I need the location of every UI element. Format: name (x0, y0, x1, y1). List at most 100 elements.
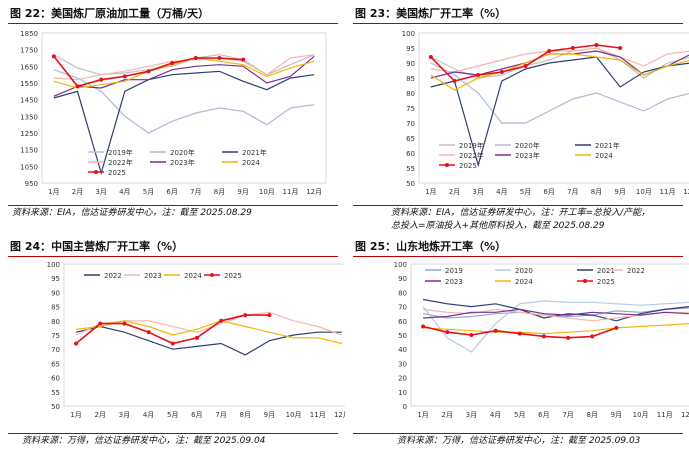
legend-item: 2019 (425, 267, 463, 275)
y-tick-label: 55 (51, 389, 60, 397)
x-tick-label: 3月 (466, 411, 477, 419)
data-point (146, 330, 151, 335)
source-rule (8, 433, 338, 434)
series-line (53, 54, 315, 76)
series-2020年 (53, 69, 315, 134)
series-2025 (51, 54, 246, 89)
data-point (75, 84, 80, 89)
x-tick-label: 11月 (657, 411, 673, 419)
chart-panel-24: 图 24：中国主营炼厂开工率（%） 50 55 60 65 70 75 80 85 90 95 10… (0, 232, 345, 453)
legend-label: 2021年 (595, 141, 620, 150)
y-tick-label: 100 (394, 261, 407, 269)
legend-item: 2023年 (495, 151, 540, 160)
y-tick-label: 70 (398, 304, 407, 312)
legend-item: 2019年 (88, 148, 133, 157)
x-tick-label: 10月 (259, 188, 275, 196)
series-2025 (421, 324, 619, 340)
x-tick-label: 2月 (449, 188, 460, 196)
data-point (193, 56, 198, 60)
x-tick-label: 6月 (543, 188, 554, 196)
x-tick-label: 9月 (237, 188, 248, 196)
data-point (618, 46, 623, 50)
series-line (430, 62, 689, 124)
legend-item: 2022 (607, 267, 645, 275)
y-tick-label: 950 (25, 180, 38, 188)
y-tick-label: 70 (51, 346, 60, 354)
x-tick-label: 8月 (591, 188, 602, 196)
chart-source: 资料来源：万得，信达证券研发中心，注：截至 2025.09.04 (22, 436, 266, 446)
data-point (499, 70, 504, 74)
legend-item: 2023 (425, 278, 463, 286)
x-tick-label: 11月 (660, 188, 676, 196)
legend-item: 2022年 (88, 158, 133, 167)
data-point (421, 324, 426, 329)
data-point (594, 43, 599, 47)
plot-frame (410, 263, 689, 407)
legend-item: 2022年 (439, 151, 484, 160)
legend-item: 2024 (222, 159, 260, 167)
legend-label: 2019年 (459, 141, 484, 150)
series-2023年 (53, 55, 315, 97)
x-tick-label: 4月 (143, 411, 154, 419)
source-rule (353, 433, 683, 434)
y-tick-label: 85 (51, 304, 60, 312)
series-2021年 (53, 70, 315, 176)
x-tick-label: 12月 (681, 411, 689, 419)
title-rule (8, 23, 338, 24)
data-point (99, 77, 104, 82)
series-2025 (74, 313, 272, 346)
x-tick-label: 6月 (166, 188, 177, 196)
series-2022 (75, 325, 342, 356)
legend-label: 2022 (627, 267, 645, 275)
chart-source: 资料来源：EIA，信达证券研发中心，注：截至 2025.08.29 (12, 208, 252, 218)
x-tick-label: 3月 (95, 188, 106, 196)
legend-label: 2020 (515, 267, 533, 275)
y-tick-label: 60 (51, 375, 60, 383)
y-tick-label: 100 (402, 30, 415, 38)
legend-label: 2021 (597, 267, 615, 275)
legend-label: 2020年 (170, 148, 195, 157)
y-tick-label: 30 (398, 360, 407, 368)
legend-item: 2020 (495, 267, 533, 275)
x-tick-label: 3月 (472, 188, 483, 196)
y-tick-label: 1650 (20, 63, 38, 71)
data-point (98, 321, 103, 326)
series-line (53, 54, 315, 81)
x-tick-label: 6月 (191, 411, 202, 419)
y-tick-label: 1450 (20, 97, 38, 105)
series-2020年 (430, 62, 689, 124)
x-tick-label: 11月 (283, 188, 299, 196)
y-tick-label: 50 (51, 403, 60, 411)
series-2019年 (53, 54, 315, 76)
x-tick-label: 9月 (611, 411, 622, 419)
x-tick-label: 10月 (633, 411, 649, 419)
x-tick-label: 7月 (562, 411, 573, 419)
legend-item: 2024 (495, 278, 533, 286)
y-tick-label: 70 (406, 120, 415, 128)
data-point (570, 46, 575, 50)
data-point (146, 69, 151, 74)
data-point (74, 341, 79, 346)
data-point (241, 57, 246, 62)
series-2024 (76, 320, 343, 345)
y-tick-label: 75 (51, 332, 60, 340)
legend-label: 2023 (445, 278, 463, 286)
legend-label: 2022年 (108, 158, 133, 167)
legend-label: 2019 (445, 267, 463, 275)
x-tick-label: 4月 (490, 411, 501, 419)
series-line (430, 47, 689, 73)
y-tick-label: 90 (406, 60, 415, 68)
x-tick-label: 3月 (119, 411, 130, 419)
y-tick-label: 1250 (20, 130, 38, 138)
series-line (423, 323, 689, 335)
y-tick-label: 90 (398, 275, 407, 283)
plot-frame (418, 32, 689, 184)
legend-label: 2024 (184, 272, 202, 280)
data-point (267, 313, 272, 318)
legend-item: 2023 (124, 272, 162, 280)
x-tick-label: 6月 (538, 411, 549, 419)
x-tick-label: 9月 (614, 188, 625, 196)
x-tick-label: 2月 (442, 411, 453, 419)
y-tick-label: 65 (406, 135, 415, 143)
data-point (243, 313, 248, 318)
